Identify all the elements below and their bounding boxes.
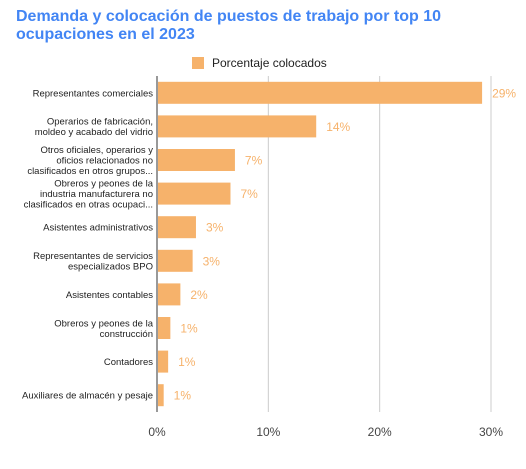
- category-label: Operarios de fabricación, moldeo y acabad…: [35, 117, 153, 138]
- category-label-line: Otros oficiales, operarios y: [41, 145, 154, 156]
- bar: [158, 384, 164, 407]
- category-label-line: Asistentes administrativos: [43, 223, 153, 234]
- category-label: Otros oficiales, operarios y oficios rela…: [27, 145, 153, 177]
- category-label: Auxiliares de almacén y pesaje: [22, 391, 153, 402]
- legend-label: Porcentaje colocados: [212, 56, 327, 70]
- data-label: 1%: [178, 355, 196, 369]
- category-label-line: Operarios de fabricación,: [47, 117, 153, 128]
- bar: [158, 249, 193, 272]
- category-label-line: Representantes comerciales: [33, 88, 154, 99]
- category-label-line: Representantes de servicios: [33, 251, 153, 262]
- category-label: Contadores: [104, 357, 153, 368]
- category-label-line: moldeo y acabado del vidrio: [35, 127, 153, 138]
- x-tick-label: 30%: [479, 425, 503, 439]
- chart-title: Demanda y colocación de puestos de traba…: [16, 8, 441, 43]
- category-label: Asistentes administrativos: [43, 223, 153, 234]
- category-label-line: Asistentes contables: [66, 290, 153, 301]
- category-label-line: clasificados en otras ocupaci...: [24, 200, 153, 211]
- data-label: 7%: [240, 187, 258, 201]
- category-label-line: construcción: [100, 329, 153, 340]
- bar: [158, 115, 317, 138]
- bar: [158, 182, 231, 205]
- bar: [158, 81, 483, 104]
- data-label: 14%: [326, 120, 350, 134]
- category-label-line: industria manufacturera no: [40, 189, 153, 200]
- legend: Porcentaje colocados: [192, 56, 327, 70]
- category-label: Obreros y peones de la industria manufact…: [24, 179, 154, 211]
- category-label-line: Obreros y peones de la: [54, 179, 153, 190]
- bar: [158, 149, 235, 171]
- category-label: Representantes de servicios especializado…: [33, 251, 153, 273]
- category-label: Obreros y peones de la construcción: [54, 318, 153, 340]
- legend-swatch: [192, 57, 204, 69]
- data-label: 29%: [492, 86, 516, 100]
- bar: [158, 283, 181, 306]
- category-label: Asistentes contables: [66, 290, 153, 301]
- x-tick-label: 20%: [368, 425, 392, 439]
- category-label-line: clasificados en otros grupos...: [27, 166, 153, 177]
- bar: [158, 317, 171, 339]
- data-label: 1%: [174, 389, 192, 403]
- category-label-line: oficios relacionados no: [56, 156, 153, 167]
- category-label-line: Obreros y peones de la: [54, 318, 153, 329]
- x-tick-label: 10%: [256, 425, 280, 439]
- category-label-line: Auxiliares de almacén y pesaje: [22, 391, 153, 402]
- category-label: Representantes comerciales: [33, 88, 154, 99]
- data-label: 7%: [245, 154, 263, 168]
- x-tick-label: 0%: [148, 425, 166, 439]
- bar: [158, 216, 196, 239]
- category-label-line: Contadores: [104, 357, 153, 368]
- data-label: 1%: [180, 322, 198, 336]
- category-label-line: especializados BPO: [68, 262, 153, 273]
- data-label: 3%: [203, 254, 221, 268]
- bar: [158, 350, 169, 373]
- data-label: 2%: [190, 288, 208, 302]
- data-label: 3%: [206, 221, 224, 235]
